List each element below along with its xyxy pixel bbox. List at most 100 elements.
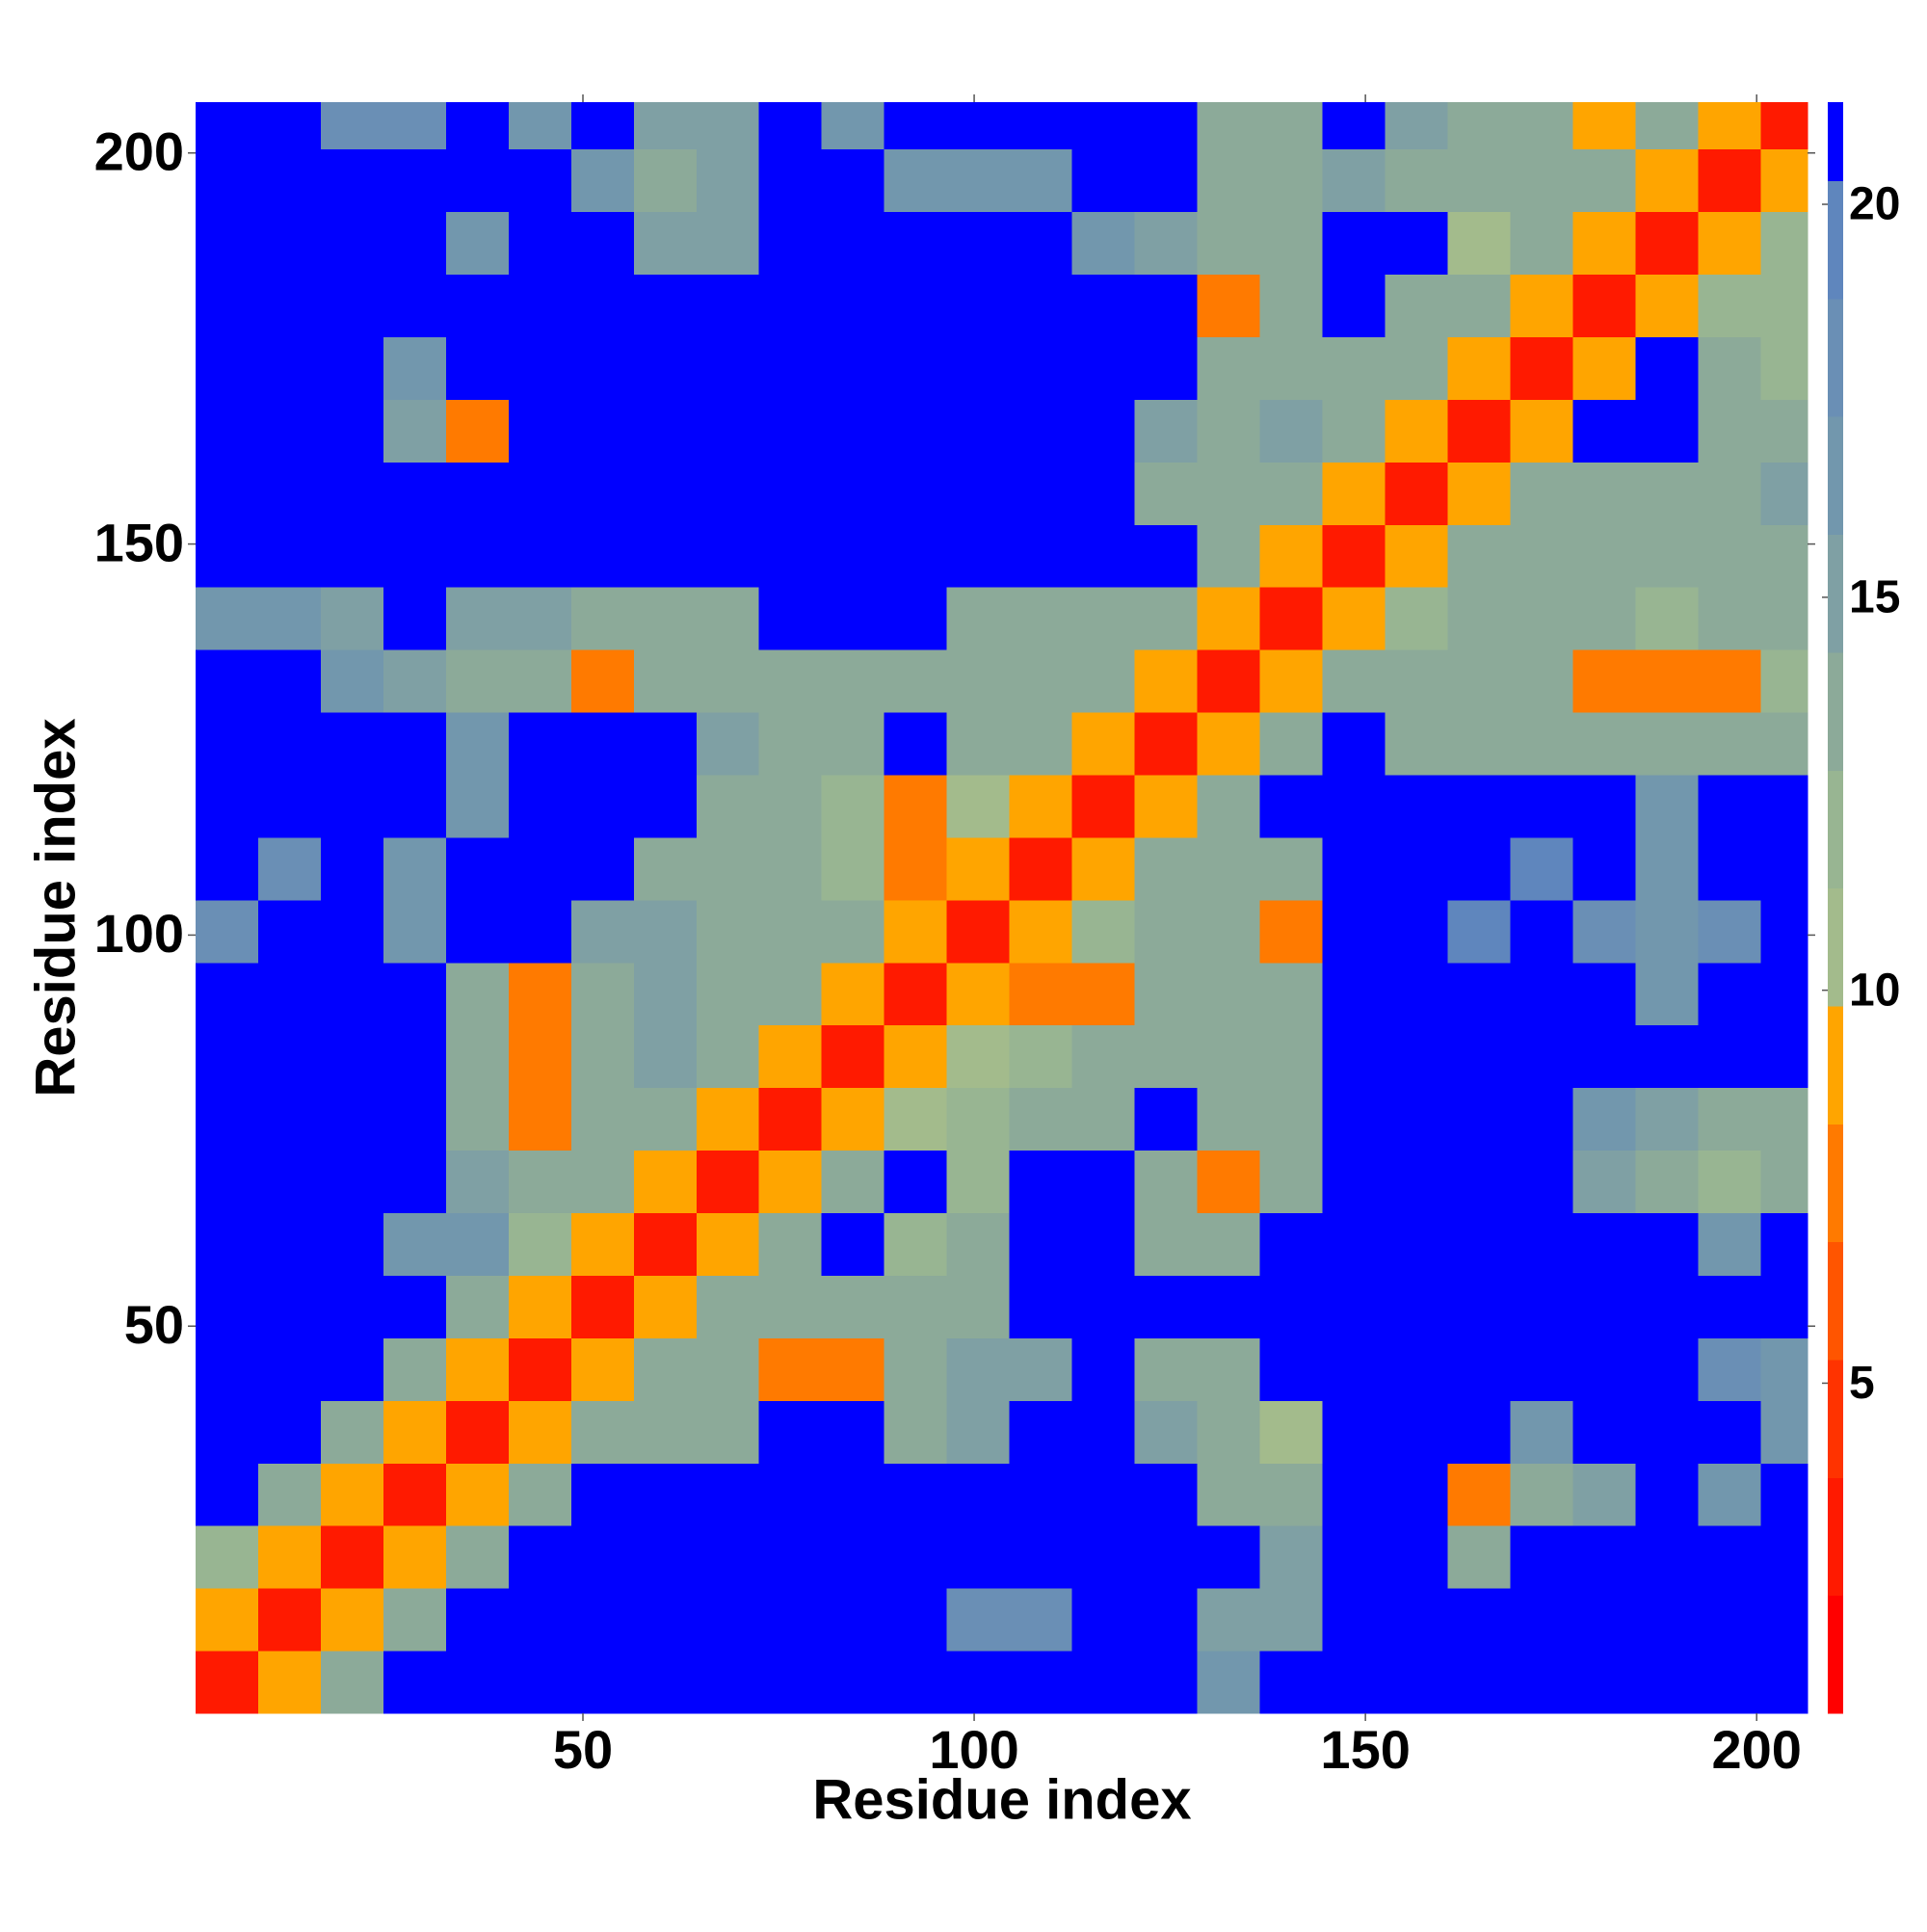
heatmap-cell [508, 1400, 572, 1464]
heatmap-cell [1447, 274, 1511, 337]
heatmap-cell [383, 1275, 447, 1338]
heatmap-cell [884, 211, 948, 276]
heatmap-cell [1197, 462, 1261, 525]
heatmap-cell [1071, 1651, 1136, 1714]
colorbar-band [1828, 180, 1843, 300]
heatmap-cell [884, 899, 948, 964]
heatmap-cell [1635, 587, 1699, 650]
heatmap-cell [1134, 1525, 1199, 1589]
heatmap-cell [257, 1150, 322, 1214]
heatmap-cell [1760, 1212, 1808, 1276]
heatmap-cell [1134, 336, 1199, 400]
heatmap-cell [508, 399, 572, 463]
heatmap-cell [445, 1337, 510, 1401]
heatmap-cell [1510, 962, 1573, 1026]
heatmap-cell [633, 524, 698, 588]
heatmap-cell [758, 649, 823, 713]
heatmap-cell [1447, 1212, 1511, 1276]
heatmap-cell [1009, 524, 1073, 588]
colorbar-band [1828, 1241, 1843, 1361]
heatmap-cell [1071, 1087, 1136, 1151]
heatmap-cell [1259, 1024, 1323, 1089]
heatmap-cell [884, 1400, 948, 1464]
heatmap-cell [1698, 1275, 1761, 1338]
heatmap-cell [1698, 649, 1761, 713]
heatmap-cell [1635, 524, 1699, 588]
heatmap-cell [821, 1087, 885, 1151]
heatmap-cell [1760, 399, 1808, 463]
heatmap-cell [1071, 336, 1136, 400]
heatmap-cell [633, 836, 698, 901]
heatmap-cell [1760, 336, 1808, 400]
heatmap-cell [1385, 462, 1448, 525]
heatmap-cell [508, 836, 572, 901]
heatmap-cell [758, 1087, 823, 1151]
heatmap-cell [1259, 1463, 1323, 1526]
heatmap-cell [570, 587, 635, 650]
heatmap-cell [1572, 102, 1636, 150]
heatmap-cell [196, 211, 259, 276]
heatmap-cell [1572, 148, 1636, 213]
heatmap-cell [758, 1275, 823, 1338]
heatmap-cell [196, 712, 259, 776]
heatmap-cell [1447, 1463, 1511, 1526]
heatmap-cell [1510, 462, 1573, 525]
heatmap-cell [696, 102, 760, 150]
heatmap-cell [508, 1087, 572, 1151]
heatmap-cell [257, 1087, 322, 1151]
heatmap-cell [1635, 1337, 1699, 1401]
heatmap-cell [1009, 1150, 1073, 1214]
heatmap-cell [445, 148, 510, 213]
heatmap-cell [758, 1150, 823, 1214]
heatmap-cell [1134, 1087, 1199, 1151]
heatmap-cell [946, 1651, 1011, 1714]
colorbar-tick-label: 20 [1849, 179, 1900, 230]
heatmap-cell [884, 399, 948, 463]
heatmap-cell [196, 399, 259, 463]
heatmap-cell [445, 1087, 510, 1151]
heatmap-cell [445, 1588, 510, 1652]
heatmap-cell [383, 775, 447, 838]
heatmap-cell [1760, 211, 1808, 276]
heatmap-cell [570, 712, 635, 776]
heatmap-cell [445, 524, 510, 588]
heatmap-cell [196, 274, 259, 337]
heatmap-cell [1447, 1087, 1511, 1151]
heatmap-cell [445, 712, 510, 776]
colorbar-band [1828, 416, 1843, 536]
heatmap-cell [257, 336, 322, 400]
heatmap-cell [1259, 775, 1323, 838]
heatmap-cell [1698, 712, 1761, 776]
heatmap-cell [1322, 211, 1386, 276]
heatmap-cell [1322, 712, 1386, 776]
heatmap-cell [1385, 649, 1448, 713]
heatmap-cell [445, 1275, 510, 1338]
heatmap-cell [821, 1337, 885, 1401]
heatmap-cell [196, 1275, 259, 1338]
heatmap-cell [1760, 587, 1808, 650]
heatmap-cell [570, 1275, 635, 1338]
heatmap-cell [383, 148, 447, 213]
heatmap-cell [946, 712, 1011, 776]
heatmap-cell [1009, 1024, 1073, 1089]
heatmap-cell [1385, 102, 1448, 150]
heatmap-cell [946, 148, 1011, 213]
heatmap-cell [1322, 102, 1386, 150]
heatmap-cell [1760, 102, 1808, 150]
heatmap-cell [758, 148, 823, 213]
heatmap-cell [1760, 524, 1808, 588]
colorbar-band [1828, 1359, 1843, 1478]
colorbar-band [1828, 1124, 1843, 1243]
heatmap-cell [696, 1087, 760, 1151]
heatmap-cell [1572, 1275, 1636, 1338]
heatmap-cell [257, 649, 322, 713]
heatmap-cell [320, 775, 384, 838]
heatmap-cell [1197, 587, 1261, 650]
heatmap-cell [1385, 1588, 1448, 1652]
heatmap-cell [1572, 1024, 1636, 1089]
heatmap-cell [1698, 1150, 1761, 1214]
heatmap-cell [1071, 962, 1136, 1026]
heatmap-cell [1322, 1150, 1386, 1214]
heatmap-cell [257, 1651, 322, 1714]
heatmap-cell [1009, 899, 1073, 964]
